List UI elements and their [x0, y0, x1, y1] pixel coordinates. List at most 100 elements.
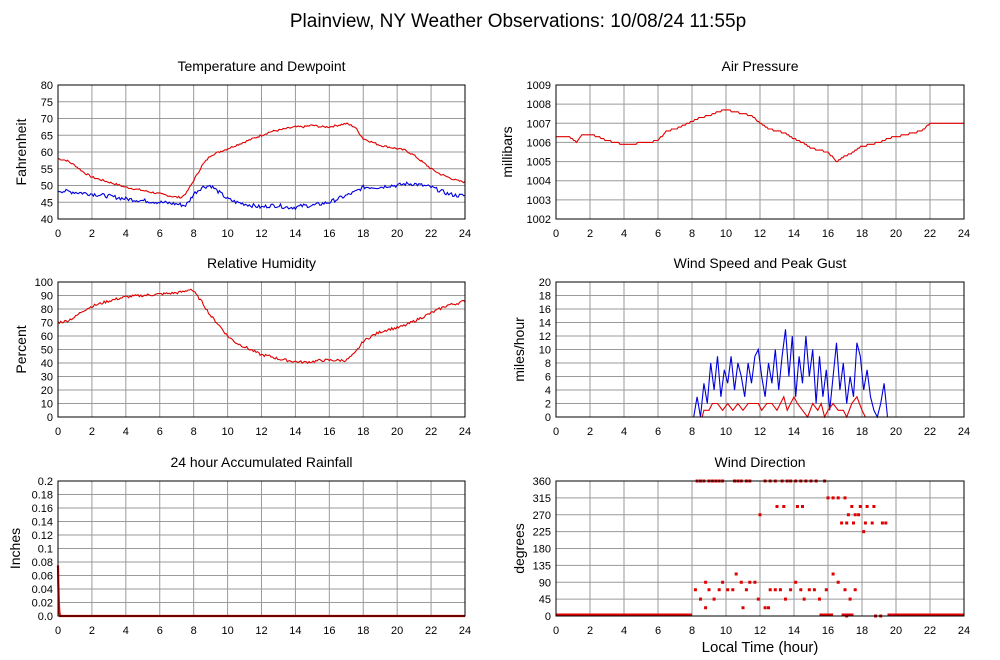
- wind-x-tick-label: 8: [689, 426, 695, 438]
- wind-x-tick-label: 6: [655, 426, 661, 438]
- temp-x-tick-label: 16: [323, 228, 335, 240]
- direction-point: [884, 521, 888, 525]
- direction-point: [818, 597, 821, 601]
- humidity-series-line-0: [57, 288, 466, 365]
- direction-point: [865, 505, 869, 508]
- rain-y-tick-label: 0.02: [32, 598, 53, 610]
- wind-y-axis-label: miles/hour: [511, 317, 527, 382]
- direction-y-tick-label: 90: [539, 577, 551, 589]
- direction-point: [853, 588, 857, 592]
- pressure-y-tick-label: 1006: [527, 137, 551, 149]
- direction-point: [795, 505, 799, 508]
- direction-point: [704, 580, 708, 584]
- temp-x-tick-label: 24: [459, 228, 471, 240]
- direction-point: [843, 588, 847, 592]
- direction-point: [794, 580, 798, 584]
- pressure-y-tick-label: 1002: [527, 214, 551, 226]
- wind-x-tick-label: 0: [553, 426, 559, 438]
- temp-frame: [57, 84, 466, 220]
- humidity-y-tick-label: 50: [41, 345, 53, 357]
- wind-x-tick-label: 16: [822, 426, 834, 438]
- rain-x-tick-label: 20: [391, 625, 403, 637]
- rain-chart: 0 2 4 6 8 10 12 14 16 18 20 22 240.00.020.040.060.08…: [7, 454, 471, 637]
- direction-point: [801, 505, 804, 508]
- direction-point: [826, 496, 830, 500]
- wind-y-tick-label: 12: [539, 331, 551, 343]
- temp-y-tick-label: 50: [41, 181, 53, 193]
- direction-point: [739, 580, 743, 584]
- direction-point: [843, 496, 847, 500]
- direction-point: [836, 496, 840, 500]
- direction-point: [831, 496, 835, 500]
- direction-point: [731, 588, 735, 592]
- direction-point: [763, 606, 767, 610]
- pressure-y-tick-label: 1003: [527, 195, 551, 207]
- pressure-chart-title: Air Pressure: [721, 58, 798, 74]
- pressure-y-tick-label: 1009: [527, 80, 551, 92]
- pressure-y-tick-label: 1005: [527, 157, 551, 169]
- direction-x-tick-label: 8: [689, 625, 695, 637]
- temp-x-tick-label: 0: [55, 228, 61, 240]
- temp-x-tick-label: 6: [157, 228, 163, 240]
- humidity-frame: [57, 281, 466, 418]
- humidity-y-tick-label: 90: [41, 291, 53, 303]
- rain-y-tick-label: 0.04: [32, 584, 53, 596]
- temp-x-tick-label: 20: [391, 228, 403, 240]
- wind-x-tick-label: 4: [621, 426, 627, 438]
- direction-x-tick-label: 14: [788, 625, 800, 637]
- pressure-y-tick-label: 1004: [527, 176, 551, 188]
- wind-x-tick-label: 24: [958, 426, 970, 438]
- pressure-x-tick-label: 12: [754, 228, 766, 240]
- direction-x-tick-label: 16: [822, 625, 834, 637]
- rain-y-tick-label: 0.1: [38, 544, 53, 556]
- humidity-y-tick-label: 100: [35, 277, 53, 289]
- wind-y-tick-label: 18: [539, 291, 551, 303]
- temp-x-tick-label: 14: [289, 228, 301, 240]
- rain-x-tick-label: 24: [459, 625, 471, 637]
- direction-point: [726, 588, 730, 592]
- direction-x-tick-label: 18: [856, 625, 868, 637]
- direction-x-tick-label: 12: [754, 625, 766, 637]
- direction-point: [693, 588, 697, 592]
- direction-point: [853, 513, 857, 517]
- direction-y-tick-label: 45: [539, 594, 551, 606]
- rain-y-tick-label: 0.2: [38, 476, 53, 488]
- humidity-y-tick-label: 0: [47, 412, 53, 424]
- pressure-y-tick-label: 1008: [527, 99, 551, 111]
- wind-y-tick-label: 8: [545, 358, 551, 370]
- rain-x-tick-label: 16: [323, 625, 335, 637]
- wind-x-tick-label: 10: [720, 426, 732, 438]
- pressure-chart: 0 2 4 6 8 10 12 14 16 18 20 22 241002100310041005100…: [499, 58, 970, 240]
- pressure-frame: [555, 84, 965, 220]
- wind-x-tick-label: 22: [924, 426, 936, 438]
- pressure-x-tick-label: 14: [788, 228, 800, 240]
- humidity-chart: 0 2 4 6 8 10 12 14 16 18 20 22 240102030405060708090…: [13, 255, 471, 438]
- rain-y-tick-label: 0.18: [32, 490, 53, 502]
- direction-x-tick-label: 24: [958, 625, 970, 637]
- temp-series-line-1: [57, 181, 466, 211]
- temp-x-tick-label: 18: [357, 228, 369, 240]
- wind-y-tick-label: 10: [539, 345, 551, 357]
- direction-point: [850, 505, 854, 508]
- humidity-chart-title: Relative Humidity: [207, 255, 316, 271]
- direction-point: [782, 505, 786, 508]
- chart-panels: 0 2 4 6 8 10 12 14 16 18 20 22 24404550556065707580T…: [7, 58, 970, 637]
- direction-point: [789, 588, 793, 592]
- pressure-x-tick-label: 24: [958, 228, 970, 240]
- direction-point: [704, 606, 708, 610]
- direction-point: [802, 597, 806, 601]
- direction-y-tick-label: 0: [545, 611, 551, 623]
- temp-x-tick-label: 4: [123, 228, 129, 240]
- direction-point: [852, 521, 855, 525]
- direction-point: [784, 597, 787, 601]
- humidity-x-tick-label: 2: [89, 426, 95, 438]
- direction-point: [753, 580, 757, 584]
- direction-point: [768, 588, 772, 592]
- wind-series-line-0: [556, 329, 964, 419]
- rain-y-tick-label: 0.08: [32, 557, 53, 569]
- humidity-x-tick-label: 20: [391, 426, 403, 438]
- direction-frame: [555, 480, 965, 617]
- temp-x-tick-label: 22: [425, 228, 437, 240]
